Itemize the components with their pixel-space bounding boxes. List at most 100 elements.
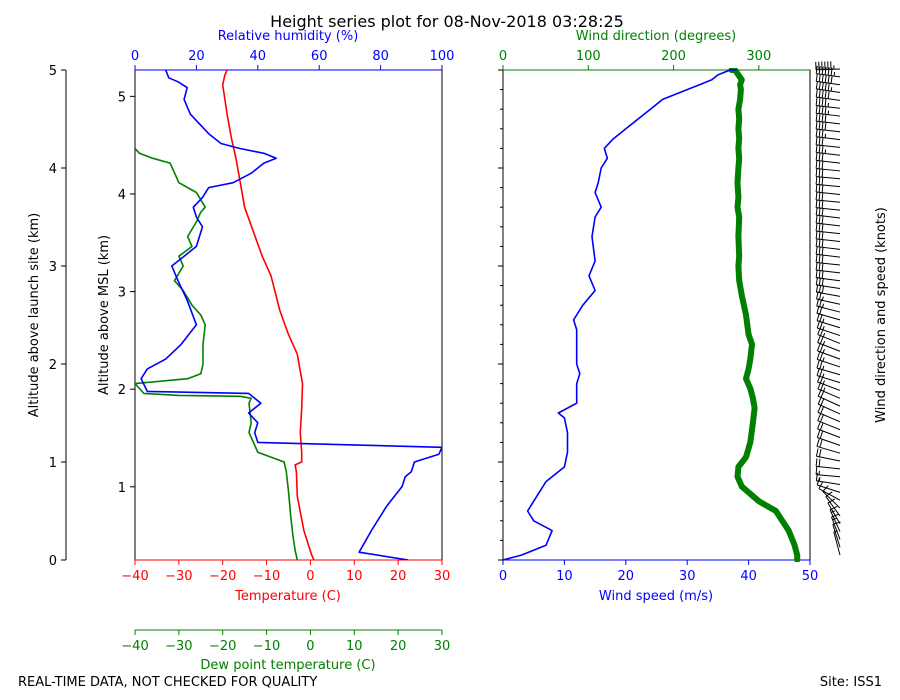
wind-barb-feather	[819, 439, 823, 448]
wind-barb-feather	[818, 200, 821, 209]
wind-barb-feather	[824, 98, 827, 107]
temperature-line	[221, 70, 315, 560]
wind-barb-feather	[815, 176, 818, 185]
wind-barb-feather	[821, 161, 824, 170]
wind-barb-feather	[818, 89, 821, 98]
wind-barb-feather	[827, 75, 830, 84]
wind-barb-feather	[815, 254, 818, 263]
wind-barb	[817, 428, 841, 438]
wind-barb-feather	[818, 168, 821, 177]
wind-barb	[816, 465, 841, 470]
wind-barb-feather	[830, 75, 833, 84]
wind-barb	[816, 367, 841, 376]
wind-barb-feather	[821, 277, 824, 286]
wind-barb-feather	[818, 481, 824, 489]
wind-barb	[816, 183, 841, 188]
wind-barb-feather	[821, 262, 824, 271]
wind-barb	[817, 350, 841, 360]
wind-barb-feather	[818, 448, 822, 457]
temperature-axis-label: Temperature (C)	[234, 589, 341, 604]
wind-barb	[816, 151, 841, 156]
wind-barb-feather	[815, 121, 818, 130]
wind-barb-feather	[821, 270, 824, 279]
outer-altitude-axis-label: Altitude above launch site (km)	[27, 213, 42, 417]
wind-barb-feather	[818, 73, 821, 82]
wind-barb-feather	[821, 192, 824, 201]
wind-barb-feather	[821, 200, 824, 209]
wind-barb-feather	[818, 184, 821, 193]
humidity-line	[140, 70, 442, 560]
wind-barb-feather	[821, 153, 824, 162]
wind-barb-feather	[820, 406, 825, 414]
wind-barb	[816, 214, 841, 219]
wind-barb	[817, 411, 841, 423]
msl-altitude-tick-label: 1	[118, 481, 126, 496]
wind-barb-feather	[818, 176, 821, 185]
wind-barb	[816, 120, 841, 125]
wind-direction-tick-label: 100	[576, 49, 601, 64]
wind-barb	[818, 488, 841, 501]
wind-barb-feather	[815, 168, 818, 177]
wind-barb-half-feather	[822, 357, 825, 362]
wind-barb-feather	[818, 137, 821, 146]
wind-barb-feather	[821, 129, 824, 138]
wind-barb-feather	[815, 136, 818, 145]
humidity-tick-label: 20	[188, 49, 205, 64]
msl-altitude-tick-label: 4	[118, 188, 126, 203]
wind-barb	[816, 112, 841, 117]
wind-barb-feather	[819, 422, 824, 431]
quality-notice: REAL-TIME DATA, NOT CHECKED FOR QUALITY	[18, 675, 317, 690]
dewpoint-tick-label: 0	[306, 639, 314, 654]
wind-barb-feather	[817, 413, 822, 421]
wind-barb-feather	[819, 352, 824, 361]
wind-barb	[816, 269, 841, 274]
wind-barb-feather	[818, 105, 821, 114]
wind-barb-feather	[818, 231, 821, 240]
wind-direction-tick-label: 0	[499, 49, 507, 64]
wind-barb-feather	[821, 137, 824, 146]
wind-barb-feather	[821, 239, 824, 248]
wind-barb	[832, 524, 841, 548]
wind-barb-feather	[827, 498, 836, 504]
wind-barb	[817, 395, 841, 407]
wind-barb	[816, 191, 841, 195]
wind-barb-feather	[816, 343, 821, 352]
wind-barb	[825, 496, 841, 517]
wind-barb	[817, 484, 841, 493]
wind-barb-feather	[816, 438, 820, 447]
outer-altitude-tick-label: 0	[49, 554, 57, 569]
wind-barb-feather	[821, 207, 824, 216]
wind-series-layer	[503, 68, 801, 562]
dewpoint-line	[135, 147, 299, 560]
wind-barb-half-feather	[818, 477, 821, 482]
wind-barb-feather	[815, 466, 818, 475]
wind-barb	[829, 509, 841, 532]
wind-speed-tick-label: 40	[740, 569, 757, 584]
wind-barb	[817, 327, 841, 337]
wind-barb-feather	[815, 160, 818, 169]
wind-speed-tick-label: 10	[556, 569, 573, 584]
wind-barb-half-feather	[822, 387, 826, 392]
wind-speed-tick-label: 0	[499, 569, 507, 584]
wind-barb-feather	[815, 269, 818, 278]
wind-barb-feather	[815, 246, 818, 255]
msl-altitude-tick-label: 5	[118, 90, 126, 105]
wind-barb	[816, 284, 841, 290]
wind-speed-tick-label: 20	[618, 569, 635, 584]
wind-barb-feather	[818, 152, 821, 161]
temperature-tick-label: 0	[306, 569, 314, 584]
wind-barb-feather	[821, 121, 824, 130]
wind-barb-half-feather	[833, 72, 836, 77]
wind-barb-feather	[824, 114, 827, 123]
wind-barbs-layer	[815, 61, 841, 556]
wind-panel-frame	[502, 69, 811, 561]
wind-barb-feather	[819, 430, 824, 439]
wind-barb-feather	[818, 458, 821, 467]
wind-barb	[817, 420, 841, 431]
wind-speed-tick-label: 50	[802, 569, 819, 584]
wind-barb-feather	[821, 113, 824, 122]
wind-barb-half-feather	[822, 365, 825, 370]
humidity-tick-label: 60	[311, 49, 328, 64]
wind-barb-feather	[815, 73, 818, 82]
wind-barb-half-feather	[822, 349, 825, 354]
